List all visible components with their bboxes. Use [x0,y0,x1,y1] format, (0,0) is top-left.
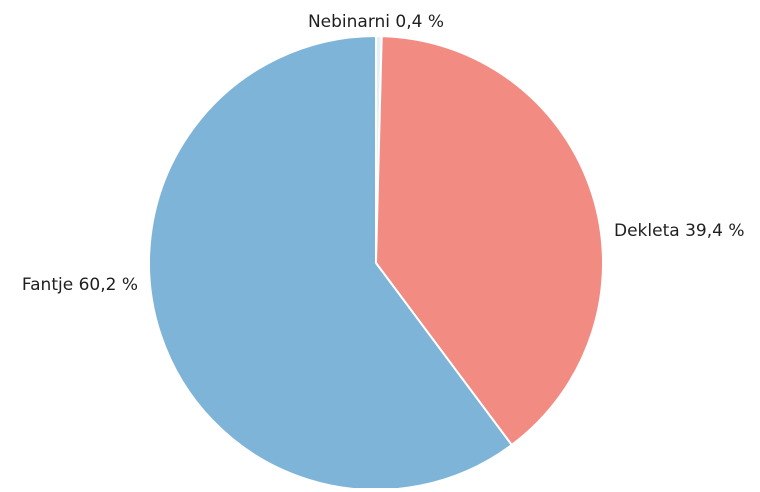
pie-slices [148,34,604,491]
slice-label-fantje: Fantje 60,2 % [22,275,138,295]
slice-label-nebinarni: Nebinarni 0,4 % [308,12,444,32]
slice-label-dekleta: Dekleta 39,4 % [614,221,744,241]
pie-slice-dekleta [375,35,604,446]
pie-labels: Nebinarni 0,4 % Dekleta 39,4 % Fantje 60,2… [22,12,745,295]
